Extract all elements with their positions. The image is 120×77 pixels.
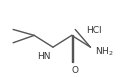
Text: O: O xyxy=(71,66,78,75)
Text: HN: HN xyxy=(37,52,50,61)
Text: NH$_2$: NH$_2$ xyxy=(95,45,114,58)
Text: HCl: HCl xyxy=(86,26,101,35)
